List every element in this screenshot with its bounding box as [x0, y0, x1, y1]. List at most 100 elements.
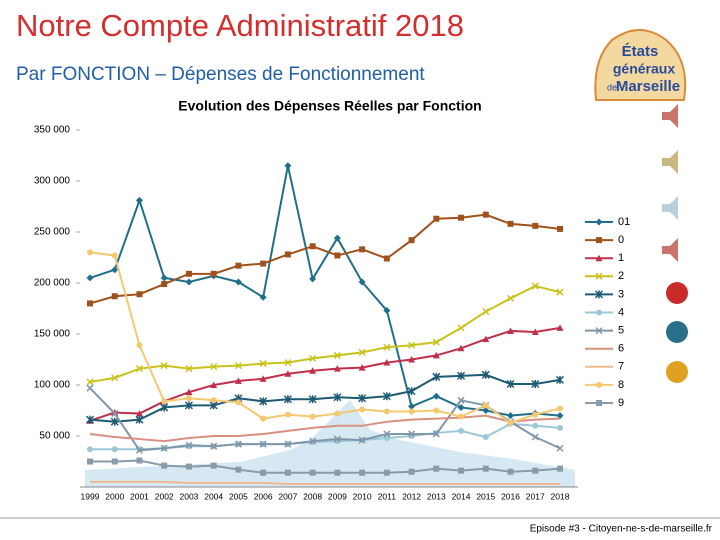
- marker: [532, 467, 539, 474]
- marker: [482, 308, 490, 316]
- footer: Episode #3 - Citoyen-ne-s-de-marseille.f…: [530, 524, 713, 535]
- marker: [284, 251, 291, 258]
- marker: [383, 307, 391, 315]
- marker: [259, 375, 267, 382]
- marker: [432, 392, 440, 400]
- marker: [532, 411, 539, 418]
- marker: [284, 469, 291, 476]
- marker: [110, 417, 119, 426]
- marker: [457, 403, 465, 411]
- legend-label: 01: [618, 216, 630, 228]
- marker: [259, 360, 267, 368]
- marker: [432, 372, 441, 381]
- marker: [135, 446, 144, 454]
- icon: [666, 321, 688, 343]
- x-tick-label: 2010: [353, 491, 372, 501]
- marker: [334, 252, 341, 259]
- legend-marker: [596, 400, 602, 406]
- marker: [408, 468, 415, 475]
- marker: [482, 465, 489, 472]
- marker: [408, 402, 416, 410]
- marker: [334, 469, 341, 476]
- series-line: [89, 165, 561, 417]
- marker: [259, 293, 267, 301]
- marker: [210, 462, 217, 469]
- x-tick-label: 2005: [229, 491, 248, 501]
- marker: [408, 356, 416, 363]
- marker: [86, 274, 94, 282]
- legend-marker: [594, 290, 604, 299]
- marker: [458, 427, 465, 434]
- marker: [234, 362, 242, 370]
- marker: [309, 437, 317, 445]
- y-tick-label: 350 000: [34, 125, 71, 136]
- x-tick-label: 1999: [81, 491, 100, 501]
- series-line: [90, 480, 560, 485]
- legend-marker: [595, 272, 603, 280]
- marker: [284, 411, 291, 418]
- y-tick-label: 100 000: [34, 380, 71, 391]
- y-tick-label: 250 000: [34, 227, 71, 238]
- x-tick-label: 2001: [130, 491, 149, 501]
- marker: [210, 397, 217, 404]
- marker: [161, 398, 168, 405]
- marker: [234, 377, 242, 384]
- marker: [433, 465, 440, 472]
- marker: [210, 270, 217, 277]
- marker: [358, 278, 366, 286]
- marker: [383, 469, 390, 476]
- marker: [334, 410, 341, 417]
- marker: [87, 300, 93, 307]
- marker: [531, 328, 539, 335]
- logo-text: Marseille: [616, 78, 680, 95]
- x-tick-label: 2018: [551, 491, 570, 501]
- marker: [358, 348, 366, 356]
- marker: [556, 412, 564, 420]
- legend-label: 3: [618, 288, 624, 300]
- marker: [210, 363, 218, 371]
- marker: [235, 262, 242, 269]
- legend-label: 4: [618, 306, 624, 318]
- marker: [408, 237, 415, 244]
- icon: [662, 150, 678, 174]
- marker: [532, 422, 539, 429]
- marker: [531, 379, 540, 389]
- marker: [383, 430, 391, 438]
- marker: [111, 266, 119, 274]
- legend-label: 2: [618, 270, 624, 282]
- marker: [259, 397, 268, 406]
- marker: [458, 214, 465, 221]
- legend-label: 5: [618, 325, 624, 337]
- marker: [185, 270, 192, 277]
- y-tick-label: 50 000: [39, 431, 70, 442]
- marker: [432, 338, 440, 346]
- legend-label: 1: [618, 252, 624, 264]
- marker: [135, 410, 143, 417]
- series-line: [89, 326, 561, 422]
- marker: [458, 413, 465, 420]
- legend-marker: [595, 218, 603, 226]
- marker: [111, 293, 118, 300]
- marker: [333, 435, 341, 443]
- x-tick-label: 2000: [105, 491, 124, 501]
- marker: [333, 365, 341, 372]
- marker: [432, 430, 440, 438]
- marker: [457, 371, 466, 380]
- x-tick-label: 2003: [179, 491, 198, 501]
- marker: [557, 405, 563, 412]
- slide-subtitle: Par FONCTION – Dépenses de Fonctionnemen…: [16, 64, 425, 85]
- marker: [557, 225, 563, 232]
- marker: [111, 446, 118, 453]
- marker: [531, 433, 539, 441]
- marker: [161, 462, 168, 469]
- x-tick-label: 2009: [328, 491, 347, 501]
- marker: [235, 466, 242, 473]
- marker: [309, 243, 316, 250]
- marker: [136, 291, 143, 298]
- marker: [457, 324, 465, 332]
- legend-label: 9: [618, 397, 624, 409]
- marker: [408, 408, 415, 415]
- marker: [359, 406, 366, 413]
- marker: [284, 440, 292, 448]
- legend-marker: [596, 309, 602, 316]
